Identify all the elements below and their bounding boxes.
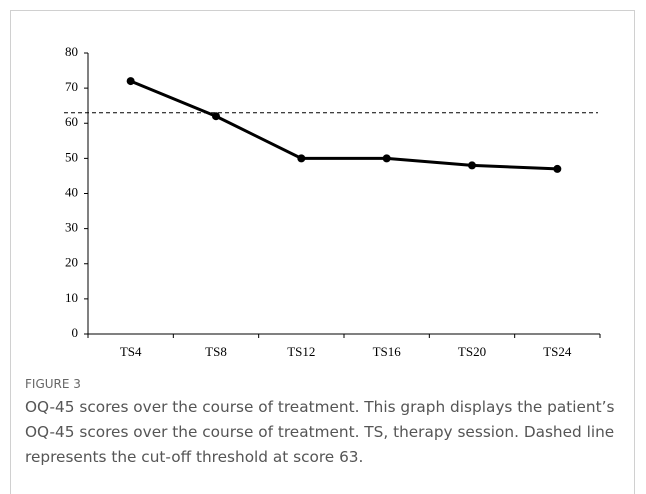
y-tick-label: 70 bbox=[65, 79, 78, 94]
data-point bbox=[553, 164, 562, 173]
y-tick-label: 20 bbox=[65, 255, 78, 270]
data-point bbox=[468, 161, 476, 170]
chart: 0 10 20 30 40 50 60 70 80 TS4 TS8 TS12 TS16 TS20 TS24 bbox=[64, 44, 601, 359]
y-tick-label: 10 bbox=[65, 290, 78, 305]
x-tick-label: TS12 bbox=[287, 344, 315, 359]
x-tick-label: TS24 bbox=[543, 344, 572, 359]
series-line bbox=[130, 79, 558, 171]
figure-label: FIGURE 3 bbox=[25, 377, 81, 391]
y-tick-label: 80 bbox=[65, 44, 78, 59]
x-tick-label: TS8 bbox=[205, 344, 227, 359]
y-tick-label: 60 bbox=[65, 114, 78, 129]
y-tick-label: 50 bbox=[65, 149, 78, 164]
data-point bbox=[126, 77, 135, 86]
x-tick-label: TS20 bbox=[458, 344, 486, 359]
figure-frame bbox=[10, 10, 635, 494]
y-tick-label: 40 bbox=[65, 184, 78, 199]
figure-caption: OQ-45 scores over the course of treatmen… bbox=[25, 398, 615, 466]
y-tick-label: 30 bbox=[65, 220, 78, 235]
data-point bbox=[382, 154, 391, 163]
x-tick-label: TS16 bbox=[373, 344, 402, 359]
data-point bbox=[297, 154, 306, 163]
y-tick-label: 0 bbox=[72, 325, 79, 340]
x-tick-label: TS4 bbox=[120, 344, 142, 359]
data-point bbox=[212, 112, 220, 121]
